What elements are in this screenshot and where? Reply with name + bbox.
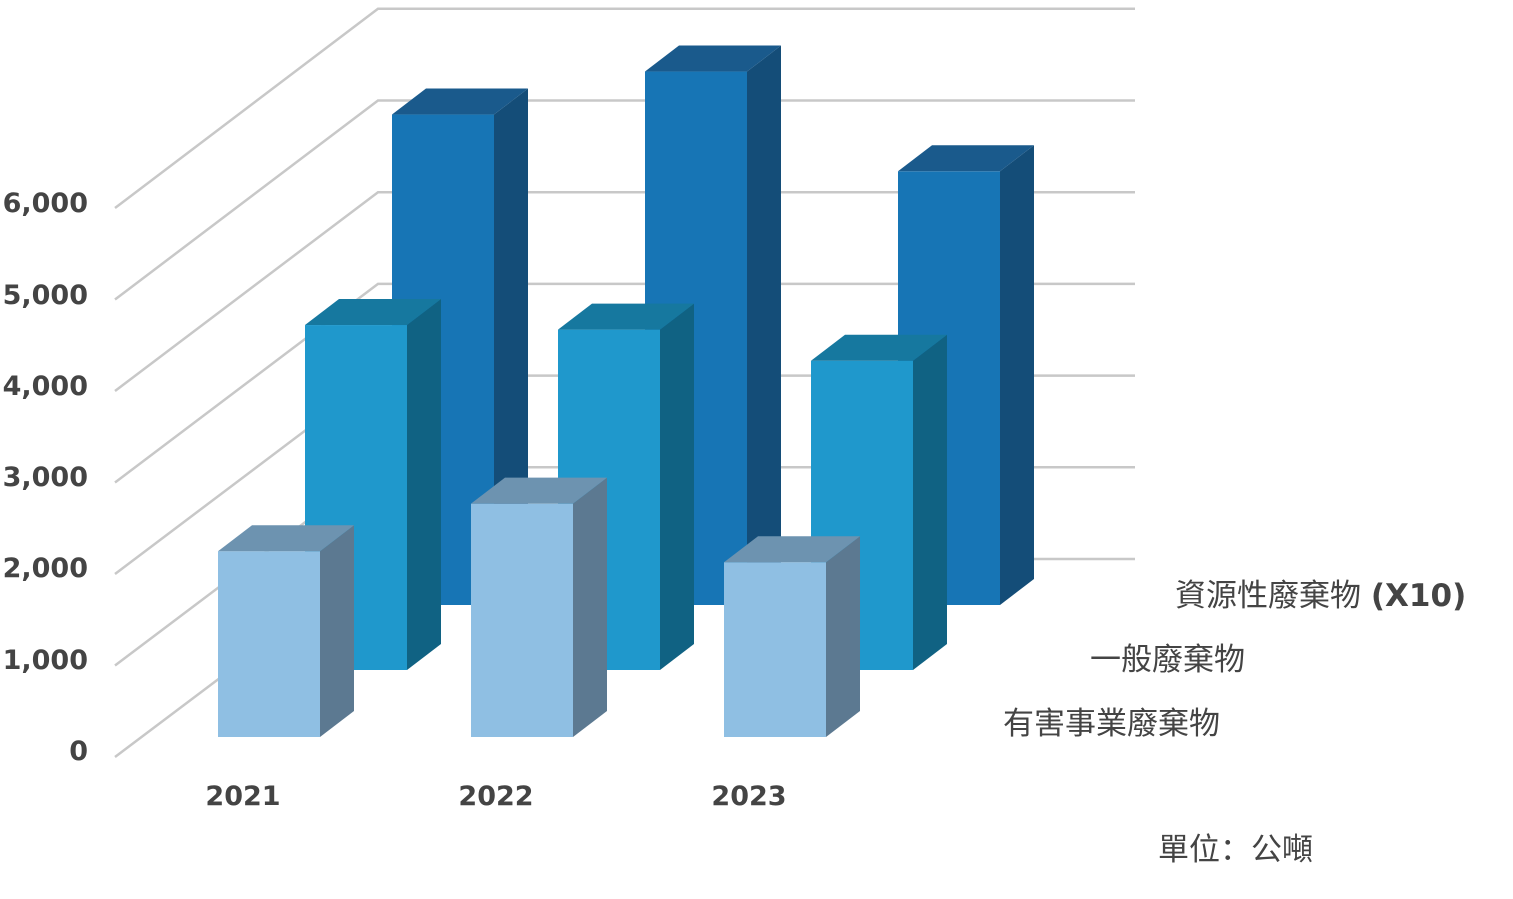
gridline (114, 7, 1135, 209)
y-tick-label: 5,000 (2, 279, 88, 311)
y-tick-label: 4,000 (2, 370, 88, 402)
bar-side-face (747, 45, 781, 606)
gridline (114, 190, 1135, 392)
bar-side-face (913, 334, 947, 670)
bar-side-face (407, 299, 441, 670)
legend-series-general: 一般廢棄物 (1090, 634, 1245, 679)
y-tick-label: 2,000 (2, 553, 88, 585)
x-tick-label: 2022 (458, 781, 534, 812)
bar-top-face (471, 477, 607, 504)
y-tick-label: 1,000 (2, 644, 88, 676)
bar-side-face (660, 303, 694, 670)
bar (471, 477, 607, 737)
bar-front-face (218, 551, 320, 737)
bars (218, 45, 1034, 737)
bar-top-face (305, 299, 441, 326)
bar-top-face (645, 45, 781, 72)
y-tick-label: 6,000 (2, 188, 88, 220)
legend-series-recyclable: 資源性廢棄物 (X10) (1175, 570, 1466, 615)
x-tick-label: 2021 (205, 781, 281, 812)
bar-top-face (218, 525, 354, 552)
bar-side-face (1000, 145, 1034, 606)
legend-series-hazardous: 有害事業廢棄物 (1003, 698, 1220, 743)
bar-side-face (494, 88, 528, 605)
gridline (114, 99, 1135, 301)
bar-top-face (558, 303, 694, 330)
bar-side-face (320, 525, 354, 737)
bar-front-face (724, 562, 826, 737)
legend-label-multiplier: (X10) (1370, 578, 1467, 614)
legend-label-general: 一般廢棄物 (1090, 642, 1245, 678)
bar-top-face (811, 334, 947, 361)
unit-note: 單位：公噸 (1158, 832, 1313, 868)
y-tick-label: 0 (69, 736, 88, 767)
x-tick-label: 2023 (711, 781, 787, 812)
legend-label-hazardous: 有害事業廢棄物 (1003, 706, 1220, 742)
y-tick-label: 3,000 (2, 462, 88, 494)
bar-top-face (724, 536, 860, 563)
bar (724, 536, 860, 737)
bar-top-face (898, 145, 1034, 172)
bar-front-face (471, 503, 573, 737)
bar-side-face (573, 477, 607, 737)
gridline (114, 282, 1135, 484)
bar-top-face (392, 88, 528, 115)
legend-label-recyclable: 資源性廢棄物 (1175, 578, 1361, 614)
bar (218, 525, 354, 737)
bar-side-face (826, 536, 860, 737)
